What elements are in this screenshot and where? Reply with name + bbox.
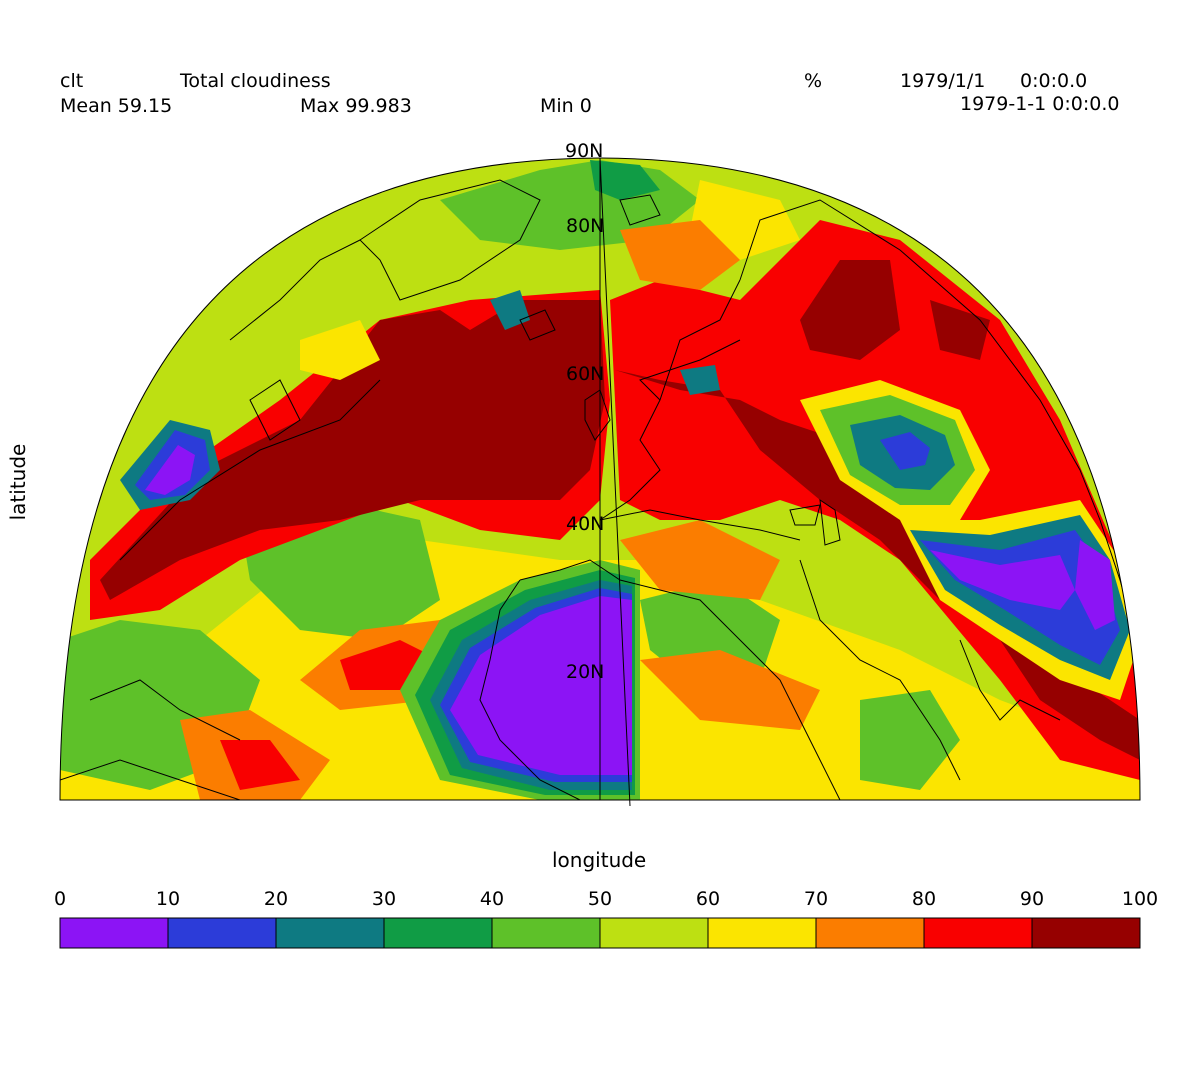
colorbar-swatch <box>815 917 925 949</box>
field-patch-20 <box>680 365 720 395</box>
lat-label-20n: 20N <box>566 661 604 683</box>
map-boundary <box>59 157 1141 801</box>
field-east-dry-0 <box>930 550 1075 610</box>
colorbar <box>59 917 1141 949</box>
coastline-black-sea <box>789 504 821 526</box>
colorbar-swatch <box>383 917 493 949</box>
colorbar-swatch <box>275 917 385 949</box>
field-north-60 <box>300 320 380 380</box>
coastline-europe <box>599 339 741 521</box>
colorbar-tick-label: 20 <box>263 888 289 910</box>
coastline-west-africa <box>479 579 581 800</box>
colorbar-tick-label: 100 <box>1121 888 1159 910</box>
colorbar-swatch <box>599 917 709 949</box>
time-label: 0:0:0.0 <box>1020 70 1088 92</box>
colorbar-tick-label: 40 <box>479 888 505 910</box>
coastline-canada-arctic <box>229 239 361 341</box>
coastline-south-america <box>60 759 241 800</box>
colorbar-swatch <box>491 917 601 949</box>
mean-label: Mean 59.15 <box>60 95 173 117</box>
coastline-scandinavia <box>659 279 741 401</box>
coastline-british-isles <box>584 389 611 441</box>
coastline-hudson <box>249 379 301 441</box>
field-belt-east-90 <box>615 370 1140 760</box>
coastline-india <box>959 639 1061 721</box>
colorbar-tick-label: 80 <box>911 888 937 910</box>
min-label: Min 0 <box>540 95 592 117</box>
field-west-dry-0 <box>145 445 195 495</box>
units-label: % <box>804 70 823 92</box>
field-north-70 <box>620 220 740 290</box>
field-arctic-30 <box>590 160 660 200</box>
field-patch-70 <box>640 650 820 730</box>
lat-label-60n: 60N <box>566 363 604 385</box>
colorbar-tick-label: 50 <box>587 888 613 910</box>
x-axis-label: longitude <box>552 848 647 872</box>
colorbar-tick-label: 60 <box>695 888 721 910</box>
coastline-mediterranean <box>599 509 801 541</box>
field-patch-east-90 <box>800 260 900 360</box>
coastline-iceland <box>519 309 556 341</box>
coastline-africa <box>519 559 841 800</box>
lat-label-40n: 40N <box>566 513 604 535</box>
colorbar-tick-label: 90 <box>1019 888 1045 910</box>
coastline-greenland <box>359 179 541 301</box>
coastline-svalbard <box>619 194 661 226</box>
field-patch-80 <box>220 740 300 790</box>
colorbar-swatch <box>1031 917 1141 949</box>
coastline-arabia <box>799 559 961 781</box>
coastline-north-america-east <box>119 379 381 561</box>
lat-label-80n: 80N <box>566 215 604 237</box>
field-east-dry-0 <box>1075 540 1115 630</box>
colorbar-tick-label: 0 <box>53 888 67 910</box>
colorbar-swatch <box>923 917 1033 949</box>
colorbar-tick-label: 10 <box>155 888 181 910</box>
colorbar-swatch <box>59 917 169 949</box>
coastline-caribbean <box>89 679 241 741</box>
variable-long-name: Total cloudiness <box>180 70 331 92</box>
coastline-caspian <box>819 498 841 546</box>
colorbar-swatch <box>707 917 817 949</box>
coastline-asia <box>739 199 1101 521</box>
field-belt-90 <box>100 300 605 600</box>
colorbar-tick-label: 70 <box>803 888 829 910</box>
coastlines <box>60 179 1140 800</box>
lat-label-90n: 90N <box>565 140 603 162</box>
date-label: 1979/1/1 <box>900 70 986 92</box>
datetime-label: 1979-1-1 0:0:0.0 <box>960 93 1120 115</box>
variable-name: clt <box>60 70 84 92</box>
field-patch-70 <box>620 520 780 600</box>
meridian-line-east <box>599 157 631 807</box>
field-asia-ring-10 <box>880 432 930 470</box>
colorbar-tick-label: 30 <box>371 888 397 910</box>
colorbar-swatch <box>167 917 277 949</box>
field-patch-40 <box>860 690 960 790</box>
max-label: Max 99.983 <box>300 95 412 117</box>
